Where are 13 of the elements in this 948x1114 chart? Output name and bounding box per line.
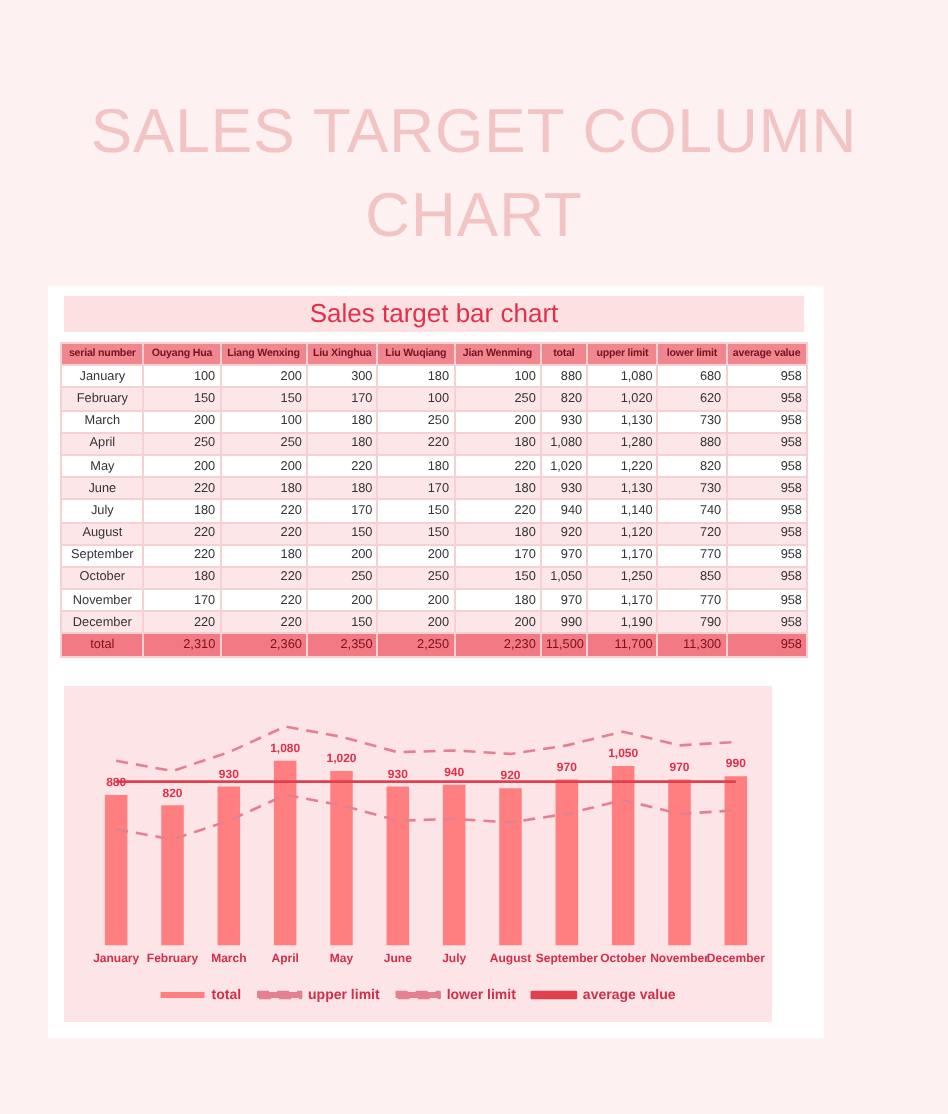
bar bbox=[724, 776, 748, 946]
bar bbox=[161, 805, 184, 946]
bar bbox=[104, 794, 128, 946]
bar bbox=[442, 784, 466, 946]
bar bbox=[555, 779, 579, 946]
bar bbox=[668, 779, 691, 946]
bar bbox=[386, 786, 410, 946]
bar bbox=[217, 786, 241, 946]
bar bbox=[611, 765, 635, 946]
bar bbox=[499, 788, 522, 946]
chart-subtitle: Sales target bar chart bbox=[64, 296, 804, 332]
bar bbox=[330, 771, 353, 946]
bar bbox=[273, 760, 297, 946]
